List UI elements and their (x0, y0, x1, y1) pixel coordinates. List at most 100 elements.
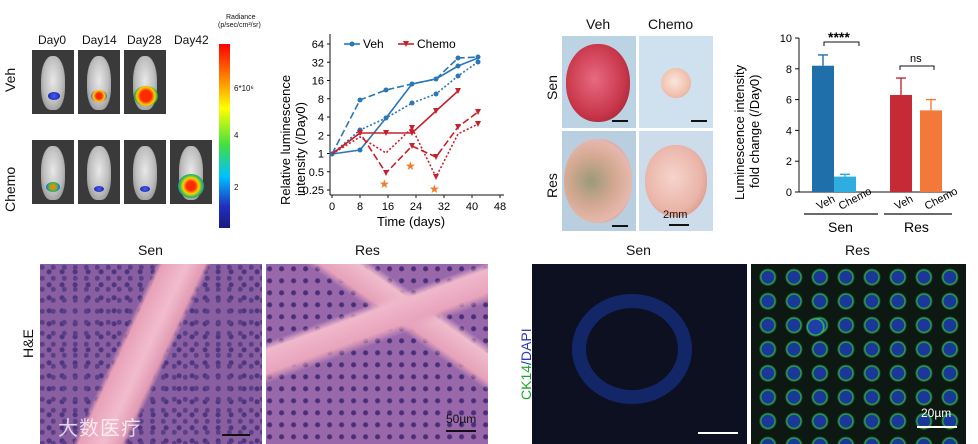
line-chart: 64 32 16 8 4 2 1 0.5 0.25 0 8 16 24 32 40 48 Relative … (278, 34, 506, 229)
scalebar (612, 120, 628, 122)
legend-veh-marker (349, 41, 355, 47)
row-label-veh: Veh (2, 67, 18, 92)
chemo-point (357, 130, 363, 136)
chemo-point (433, 174, 439, 180)
scalebar (222, 434, 250, 436)
group-label-sen: Sen (828, 219, 853, 235)
watermark: 大数医疗 (58, 418, 142, 440)
bar-chart: Luminescence intensity fold change (/Day… (732, 29, 960, 235)
tumor-panel: Veh Chemo Sen Res 2mm (540, 0, 720, 235)
y-tick-label: 0.5 (309, 167, 324, 179)
chemo-point (383, 130, 389, 136)
veh-point (357, 97, 363, 103)
colorbar (219, 44, 230, 228)
y-tick-label: 16 (312, 76, 324, 88)
he-col-label-sen: Sen (138, 242, 163, 258)
sig-bracket-res (899, 65, 935, 70)
group-label-res: Res (904, 219, 929, 235)
mouse-image (124, 140, 166, 204)
veh-point (455, 73, 461, 79)
veh-point (409, 100, 415, 106)
if-panel: Sen Res CK14/DAPI 20µm (508, 240, 978, 444)
legend-chemo-marker (403, 41, 409, 47)
day-label-1: Day14 (82, 33, 117, 47)
relapse-star: ★ (429, 182, 440, 196)
veh-point (433, 91, 439, 97)
tumor-photo (639, 36, 713, 128)
bar-category-label: Veh (815, 193, 837, 213)
scalebar-label: 2mm (663, 209, 688, 221)
bar (834, 176, 856, 192)
bar-y-label: Luminescence intensity fold change (/Day… (732, 61, 762, 200)
veh-point (383, 87, 389, 93)
if-scalebar-label: 20µm (921, 406, 952, 420)
veh-point (383, 115, 389, 121)
mouse-image (32, 140, 74, 204)
chemo-point (409, 130, 415, 136)
bli-panel: Day0 Day14 Day28 Day42 Veh Chemo Radianc… (0, 0, 270, 235)
scalebar (612, 225, 628, 227)
chemo-line (331, 90, 459, 155)
x-tick-label: 0 (329, 201, 335, 213)
veh-line (331, 57, 479, 155)
signal-spot (48, 92, 60, 100)
bar-y-tick-label: 4 (786, 125, 792, 137)
day-label-3: Day42 (174, 33, 209, 47)
he-image-res: 50µm (266, 264, 488, 444)
veh-point (433, 76, 439, 82)
signal-spot (134, 86, 158, 106)
y-tick-label: 8 (318, 94, 324, 106)
mouse-image (78, 140, 120, 204)
chemo-point (433, 108, 439, 114)
col-label-veh: Veh (586, 16, 611, 32)
colorbar-tick: 4 (234, 131, 239, 140)
mouse-image (78, 50, 120, 114)
row-label-sen: Sen (544, 75, 560, 100)
scalebar (669, 224, 689, 226)
chemo-point (455, 88, 461, 94)
signal-spot (46, 182, 60, 192)
day-label-0: Day0 (38, 33, 67, 47)
row-label-res: Res (544, 173, 560, 198)
signal-spot (94, 186, 104, 192)
signal-spot (91, 90, 107, 102)
y-axis-label: intensity (/Day0) (293, 102, 308, 196)
colorbar-tick: 6*10⁶ (234, 84, 254, 93)
bar (890, 94, 912, 192)
if-image-sen (532, 264, 747, 444)
scalebar (698, 432, 738, 434)
y-tick-label: 1 (318, 149, 324, 161)
chemo-point (455, 124, 461, 130)
veh-point (475, 59, 481, 65)
bar-y-tick-label: 6 (786, 95, 792, 107)
signal-spot (178, 174, 204, 198)
bar (812, 65, 834, 192)
colorbar-tick: 2 (234, 183, 239, 192)
legend-veh-label: Veh (363, 37, 384, 51)
signal-spot (140, 186, 150, 192)
colorbar-title: Radiance (226, 14, 256, 21)
bar-y-tick-label: 0 (786, 187, 792, 199)
x-tick-label: 40 (466, 201, 478, 213)
chemo-point (475, 109, 481, 115)
y-axis-label: Relative luminescence (278, 75, 293, 205)
sig-label-sen: **** (828, 29, 850, 45)
row-label-chemo: Chemo (2, 166, 18, 212)
x-tick-label: 16 (382, 201, 394, 213)
mouse-image (170, 140, 212, 204)
chemo-point (409, 125, 415, 131)
if-image-res: 20µm (751, 264, 966, 444)
veh-point (475, 54, 481, 60)
he-scalebar-label: 50µm (446, 412, 477, 426)
y-tick-label: 0.25 (303, 185, 324, 197)
veh-point (357, 147, 363, 153)
y-tick-label: 64 (312, 39, 324, 51)
he-col-label-res: Res (355, 242, 380, 258)
x-axis-label: Time (days) (377, 214, 445, 229)
chemo-point (383, 170, 389, 176)
mouse-image (32, 50, 74, 114)
chemo-line (331, 123, 479, 179)
chemo-point (433, 154, 439, 160)
y-tick-label: 32 (312, 57, 324, 69)
bar-y-label-line: Luminescence intensity (732, 64, 747, 200)
